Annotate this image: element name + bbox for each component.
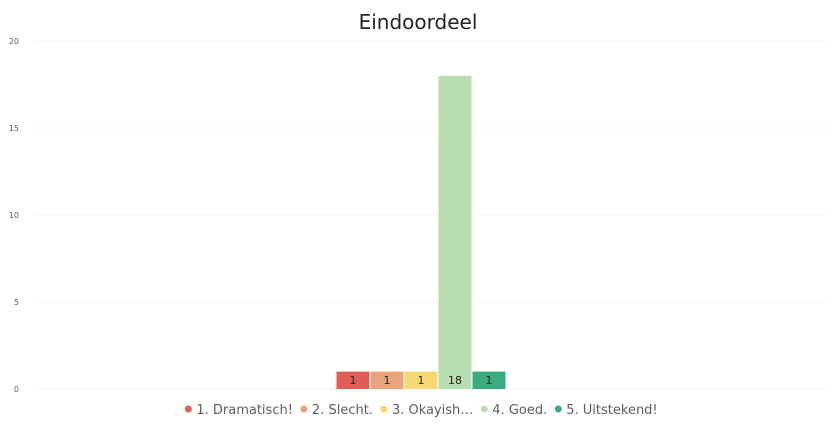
legend-marker — [300, 405, 308, 413]
legend-label: 2. Slecht. — [312, 403, 373, 418]
legend-item[interactable]: 3. Okayish… — [380, 403, 473, 418]
legend-marker — [184, 405, 192, 413]
legend-label: 5. Uitstekend! — [566, 403, 657, 418]
bar-data-label: 18 — [448, 374, 462, 387]
bar[interactable] — [438, 75, 472, 390]
legend-marker — [554, 405, 562, 413]
bar[interactable] — [404, 371, 438, 389]
bar[interactable] — [336, 371, 370, 389]
bar-data-label: 1 — [350, 374, 357, 387]
y-tick-label: 10 — [9, 211, 19, 220]
legend-marker — [480, 405, 488, 413]
legend: 1. Dramatisch! 2. Slecht. 3. Okayish… 4. Go… — [184, 403, 658, 418]
bar[interactable] — [370, 371, 404, 389]
chart-title: Eindoordeel — [359, 10, 478, 34]
bars-layer — [336, 75, 506, 390]
legend-label: 1. Dramatisch! — [196, 403, 293, 418]
legend-item[interactable]: 1. Dramatisch! — [184, 403, 293, 418]
y-axis: 0 5 10 15 20 — [9, 37, 19, 394]
y-tick-label: 15 — [9, 124, 19, 133]
y-tick-label: 20 — [9, 37, 19, 46]
legend-label: 3. Okayish… — [392, 403, 473, 418]
grid-layer — [34, 40, 828, 390]
bar[interactable] — [472, 371, 506, 389]
bar-data-label: 1 — [384, 374, 391, 387]
legend-label: 4. Goed. — [492, 403, 547, 418]
data-labels-layer: 1 1 1 18 1 — [350, 374, 493, 387]
legend-marker — [380, 405, 388, 413]
bar-data-label: 1 — [486, 374, 493, 387]
y-tick-label: 5 — [14, 298, 19, 307]
bar-data-label: 1 — [418, 374, 425, 387]
legend-item[interactable]: 5. Uitstekend! — [554, 403, 658, 418]
legend-item[interactable]: 2. Slecht. — [300, 403, 373, 418]
y-tick-label: 0 — [14, 385, 19, 394]
legend-item[interactable]: 4. Goed. — [480, 403, 547, 418]
